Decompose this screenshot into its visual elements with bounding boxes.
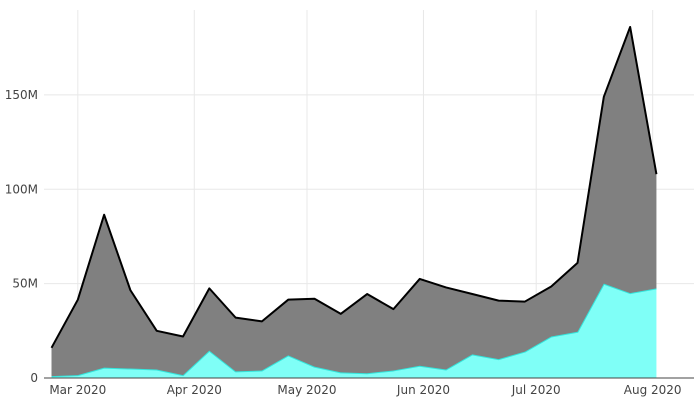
x-tick-label: Mar 2020: [49, 383, 106, 397]
areas: [50, 25, 658, 378]
y-tick-label: 100M: [5, 182, 38, 196]
y-tick-label: 0: [30, 371, 38, 385]
series-line-1: [50, 25, 658, 349]
area-series-1: [51, 26, 657, 377]
y-tick-label: 150M: [5, 88, 38, 102]
x-tick-label: May 2020: [277, 383, 336, 397]
axes: Mar 2020 Apr 2020 May 2020 Jun 2020 Jul 2020…: [5, 88, 694, 397]
x-tick-label: Jul 2020: [511, 383, 561, 397]
x-tick-label: Apr 2020: [167, 383, 222, 397]
x-tick-label: Jun 2020: [396, 383, 450, 397]
y-tick-label: 50M: [12, 277, 38, 291]
x-tick-label: Aug 2020: [624, 383, 682, 397]
